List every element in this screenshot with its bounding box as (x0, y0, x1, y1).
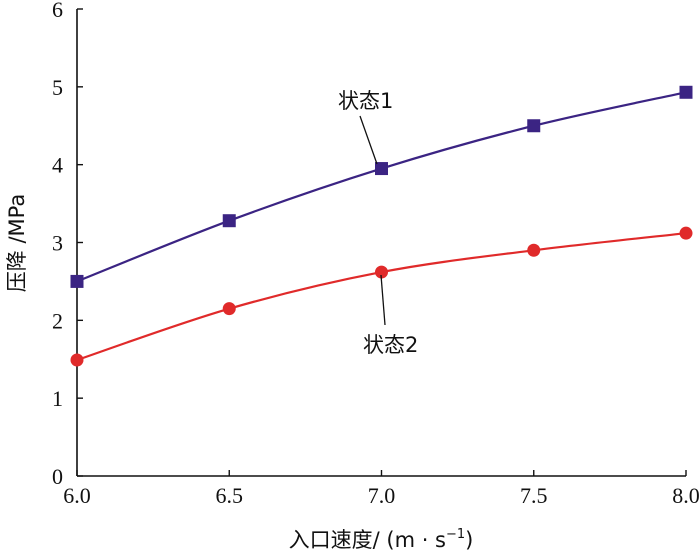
series-1 (70, 85, 693, 288)
data-point (527, 119, 541, 133)
annotation-label: 状态1 (338, 89, 393, 113)
y-axis-title: 压降 /MPa (5, 194, 29, 292)
data-point (375, 162, 388, 176)
x-tick-label: 7.5 (520, 483, 548, 508)
x-tick-label: 6.0 (63, 483, 91, 508)
annotation-leader-line (359, 115, 378, 165)
x-ticks: 6.0 6.5 7.0 7.5 8.0 (63, 470, 700, 508)
y-tick-label: 6 (52, 0, 63, 22)
data-point (222, 214, 236, 228)
y-tick-label: 5 (52, 75, 63, 100)
annotation-layer: 状态1 状态2 (338, 89, 418, 357)
x-tick-label: 7.0 (368, 483, 396, 508)
y-tick-label: 4 (52, 153, 63, 178)
series-layer (70, 85, 693, 367)
x-tick-label: 6.5 (216, 483, 244, 508)
x-axis-title: 入口速度/ (m · s−1) (289, 527, 474, 552)
data-point (222, 302, 236, 316)
y-tick-label: 0 (52, 464, 63, 489)
data-point (527, 243, 541, 257)
y-ticks: 0 1 2 3 4 5 6 (52, 0, 83, 489)
data-point (679, 85, 693, 99)
data-point (375, 265, 388, 279)
data-point (679, 226, 693, 240)
data-point (70, 274, 84, 288)
annotation-label: 状态2 (363, 333, 418, 357)
series-1-line (76, 91, 687, 283)
y-tick-label: 2 (52, 308, 63, 333)
data-point (70, 353, 84, 367)
series-2 (70, 226, 693, 367)
axes: 6.0 6.5 7.0 7.5 8.0 0 1 2 3 4 5 6 (52, 0, 700, 508)
annotation-leader-line (380, 274, 386, 326)
x-tick-label: 8.0 (672, 483, 700, 508)
y-tick-label: 3 (52, 231, 63, 256)
y-tick-label: 1 (52, 386, 63, 411)
